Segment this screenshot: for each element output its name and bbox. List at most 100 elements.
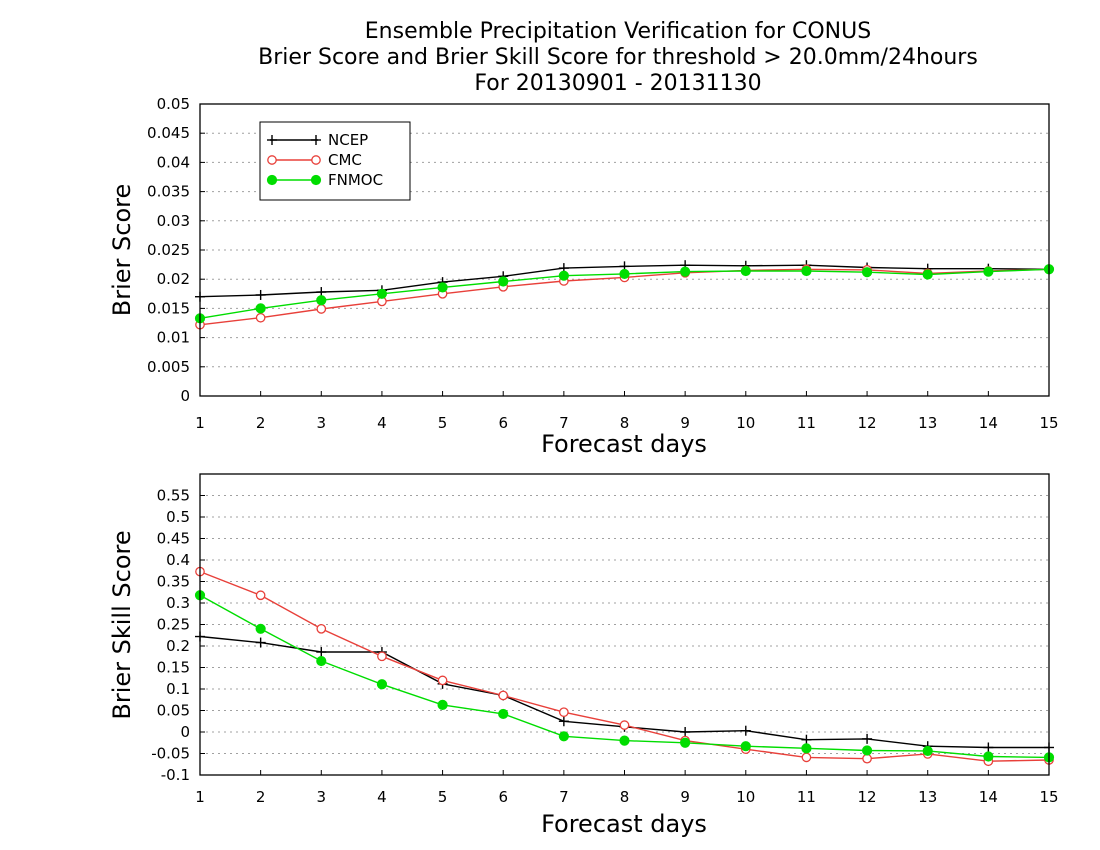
data-point-fnmoc xyxy=(437,699,448,711)
series-line-cmc xyxy=(199,570,1050,762)
data-point-fnmoc xyxy=(922,745,933,757)
data-point-ncep xyxy=(740,725,751,736)
brier-skill-score-y-tick-label: 0.55 xyxy=(157,487,190,505)
brier-score-y-tick-label: 0.025 xyxy=(147,241,190,259)
brier-skill-score-x-tick-label: 10 xyxy=(736,788,755,806)
data-point-fnmoc xyxy=(801,265,812,277)
brier-score-y-axis-title: Brier Score xyxy=(108,184,136,316)
data-point-fnmoc xyxy=(316,655,327,667)
brier-score-series xyxy=(194,260,1055,330)
chart-legend: NCEP CMC FNMOC xyxy=(259,121,411,201)
data-point-fnmoc xyxy=(619,735,630,746)
brier-score-x-tick-label: 7 xyxy=(559,414,569,432)
brier-skill-score-y-tick-label: 0.4 xyxy=(166,551,190,569)
data-point-fnmoc xyxy=(680,737,691,748)
legend-marker-ncep xyxy=(267,135,277,145)
data-point-fnmoc xyxy=(922,269,933,280)
brier-score-x-tick-label: 10 xyxy=(736,414,755,432)
brier-skill-score-x-tick-label: 3 xyxy=(317,788,327,806)
data-point-cmc xyxy=(619,720,630,730)
brier-score-x-tick-label: 13 xyxy=(918,414,937,432)
data-point-cmc xyxy=(498,690,509,701)
brier-score-x-tick-label: 11 xyxy=(797,414,816,432)
legend-item-cmc: CMC xyxy=(267,151,362,169)
data-point-cmc xyxy=(316,304,327,314)
data-point-fnmoc xyxy=(619,268,630,280)
data-point-ncep xyxy=(801,734,812,745)
data-point-fnmoc xyxy=(498,708,509,720)
brier-skill-score-y-tick-label: 0.15 xyxy=(157,659,190,677)
brier-score-x-tick-label: 5 xyxy=(438,414,448,432)
brier-score-y-tick-label: 0.015 xyxy=(147,299,190,317)
brier-skill-score-y-tick-label: 0 xyxy=(180,723,190,741)
brier-skill-score-x-tick-label: 9 xyxy=(680,788,690,806)
data-point-fnmoc xyxy=(861,267,873,278)
data-point-fnmoc xyxy=(801,743,812,754)
brier-skill-score-y-tick-label: 0.45 xyxy=(157,530,190,548)
brier-score-x-tick-label: 15 xyxy=(1039,414,1058,432)
title-line-3: For 20130901 - 20131130 xyxy=(474,71,761,96)
brier-skill-score-x-tick-label: 12 xyxy=(858,788,877,806)
data-point-fnmoc xyxy=(558,731,569,742)
data-point-ncep xyxy=(680,727,691,737)
brier-skill-score-y-axis-title: Brier Skill Score xyxy=(108,530,136,719)
legend-label-ncep: NCEP xyxy=(328,131,368,149)
data-point-fnmoc xyxy=(437,282,448,293)
brier-score-y-tick-label: 0.03 xyxy=(157,212,190,230)
brier-skill-score-y-tick-label: 0.35 xyxy=(157,573,190,591)
brier-skill-score-x-tick-label: 7 xyxy=(559,788,569,806)
brier-skill-score-y-tick-label: -0.1 xyxy=(161,766,190,784)
data-point-ncep xyxy=(316,647,327,658)
brier-skill-score-y-tick-label: -0.05 xyxy=(151,745,190,763)
brier-skill-score-y-tick-label: 0.3 xyxy=(166,594,190,612)
brier-score-y-tick-label: 0.005 xyxy=(147,358,190,376)
data-point-fnmoc xyxy=(255,303,266,314)
title-line-2: Brier Score and Brier Skill Score for th… xyxy=(258,45,978,70)
series-ncep xyxy=(195,631,1054,753)
series-line-fnmoc xyxy=(199,594,1050,759)
data-point-fnmoc xyxy=(983,751,994,762)
brier-score-x-tick-label: 1 xyxy=(195,414,205,432)
brier-score-y-tick-label: 0.02 xyxy=(157,270,190,288)
data-point-cmc xyxy=(801,752,812,763)
brier-skill-score-x-tick-label: 5 xyxy=(438,788,448,806)
brier-score-x-tick-label: 3 xyxy=(317,414,327,432)
brier-score-x-tick-label: 8 xyxy=(620,414,630,432)
brier-score-x-axis-title: Forecast days xyxy=(541,430,707,458)
data-point-cmc xyxy=(437,675,448,686)
brier-score-x-tick-label: 14 xyxy=(979,414,998,432)
data-point-ncep xyxy=(255,637,266,648)
brier-skill-score-panel: -0.1 -0.05 0 0.05 0.1 0.15 0.2 0.25 0.3 0.35 0.4 0.… xyxy=(108,473,1059,838)
legend-marker-cmc xyxy=(311,155,321,165)
data-point-fnmoc xyxy=(983,266,994,277)
legend-label-fnmoc: FNMOC xyxy=(328,171,383,189)
brier-skill-score-y-tick-label: 0.5 xyxy=(166,508,190,526)
brier-skill-score-x-tick-label: 13 xyxy=(918,788,937,806)
data-point-fnmoc xyxy=(680,266,691,277)
brier-score-y-tick-label: 0.05 xyxy=(157,95,190,113)
brier-score-y-tick-label: 0.035 xyxy=(147,183,190,201)
legend-item-ncep: NCEP xyxy=(267,131,368,149)
title-line-1: Ensemble Precipitation Verification for … xyxy=(365,19,871,44)
data-point-ncep xyxy=(983,742,994,753)
legend-marker-fnmoc xyxy=(310,174,322,186)
data-point-cmc xyxy=(862,753,872,764)
brier-score-y-tick-label: 0.04 xyxy=(157,153,190,171)
brier-skill-score-y-tick-label: 0.25 xyxy=(157,616,190,634)
brier-skill-score-x-tick-label: 1 xyxy=(195,788,205,806)
data-point-ncep xyxy=(558,716,569,727)
brier-skill-score-y-tick-label: 0.2 xyxy=(166,637,190,655)
brier-score-y-tick-label: 0 xyxy=(180,387,190,405)
data-point-ncep xyxy=(862,733,873,744)
data-point-fnmoc xyxy=(316,295,327,306)
brier-score-x-tick-label: 4 xyxy=(377,414,387,432)
legend-marker-ncep xyxy=(311,135,321,145)
brier-score-ticks: 0 0.005 0.01 0.015 0.02 0.025 0.03 0.035 0.04 0.0… xyxy=(147,95,1059,432)
brier-skill-score-x-tick-label: 14 xyxy=(979,788,998,806)
brier-score-x-tick-label: 6 xyxy=(498,414,508,432)
legend-marker-fnmoc xyxy=(266,174,278,186)
brier-skill-score-x-tick-label: 11 xyxy=(797,788,816,806)
data-point-cmc xyxy=(316,623,327,634)
legend-item-fnmoc: FNMOC xyxy=(266,171,383,189)
